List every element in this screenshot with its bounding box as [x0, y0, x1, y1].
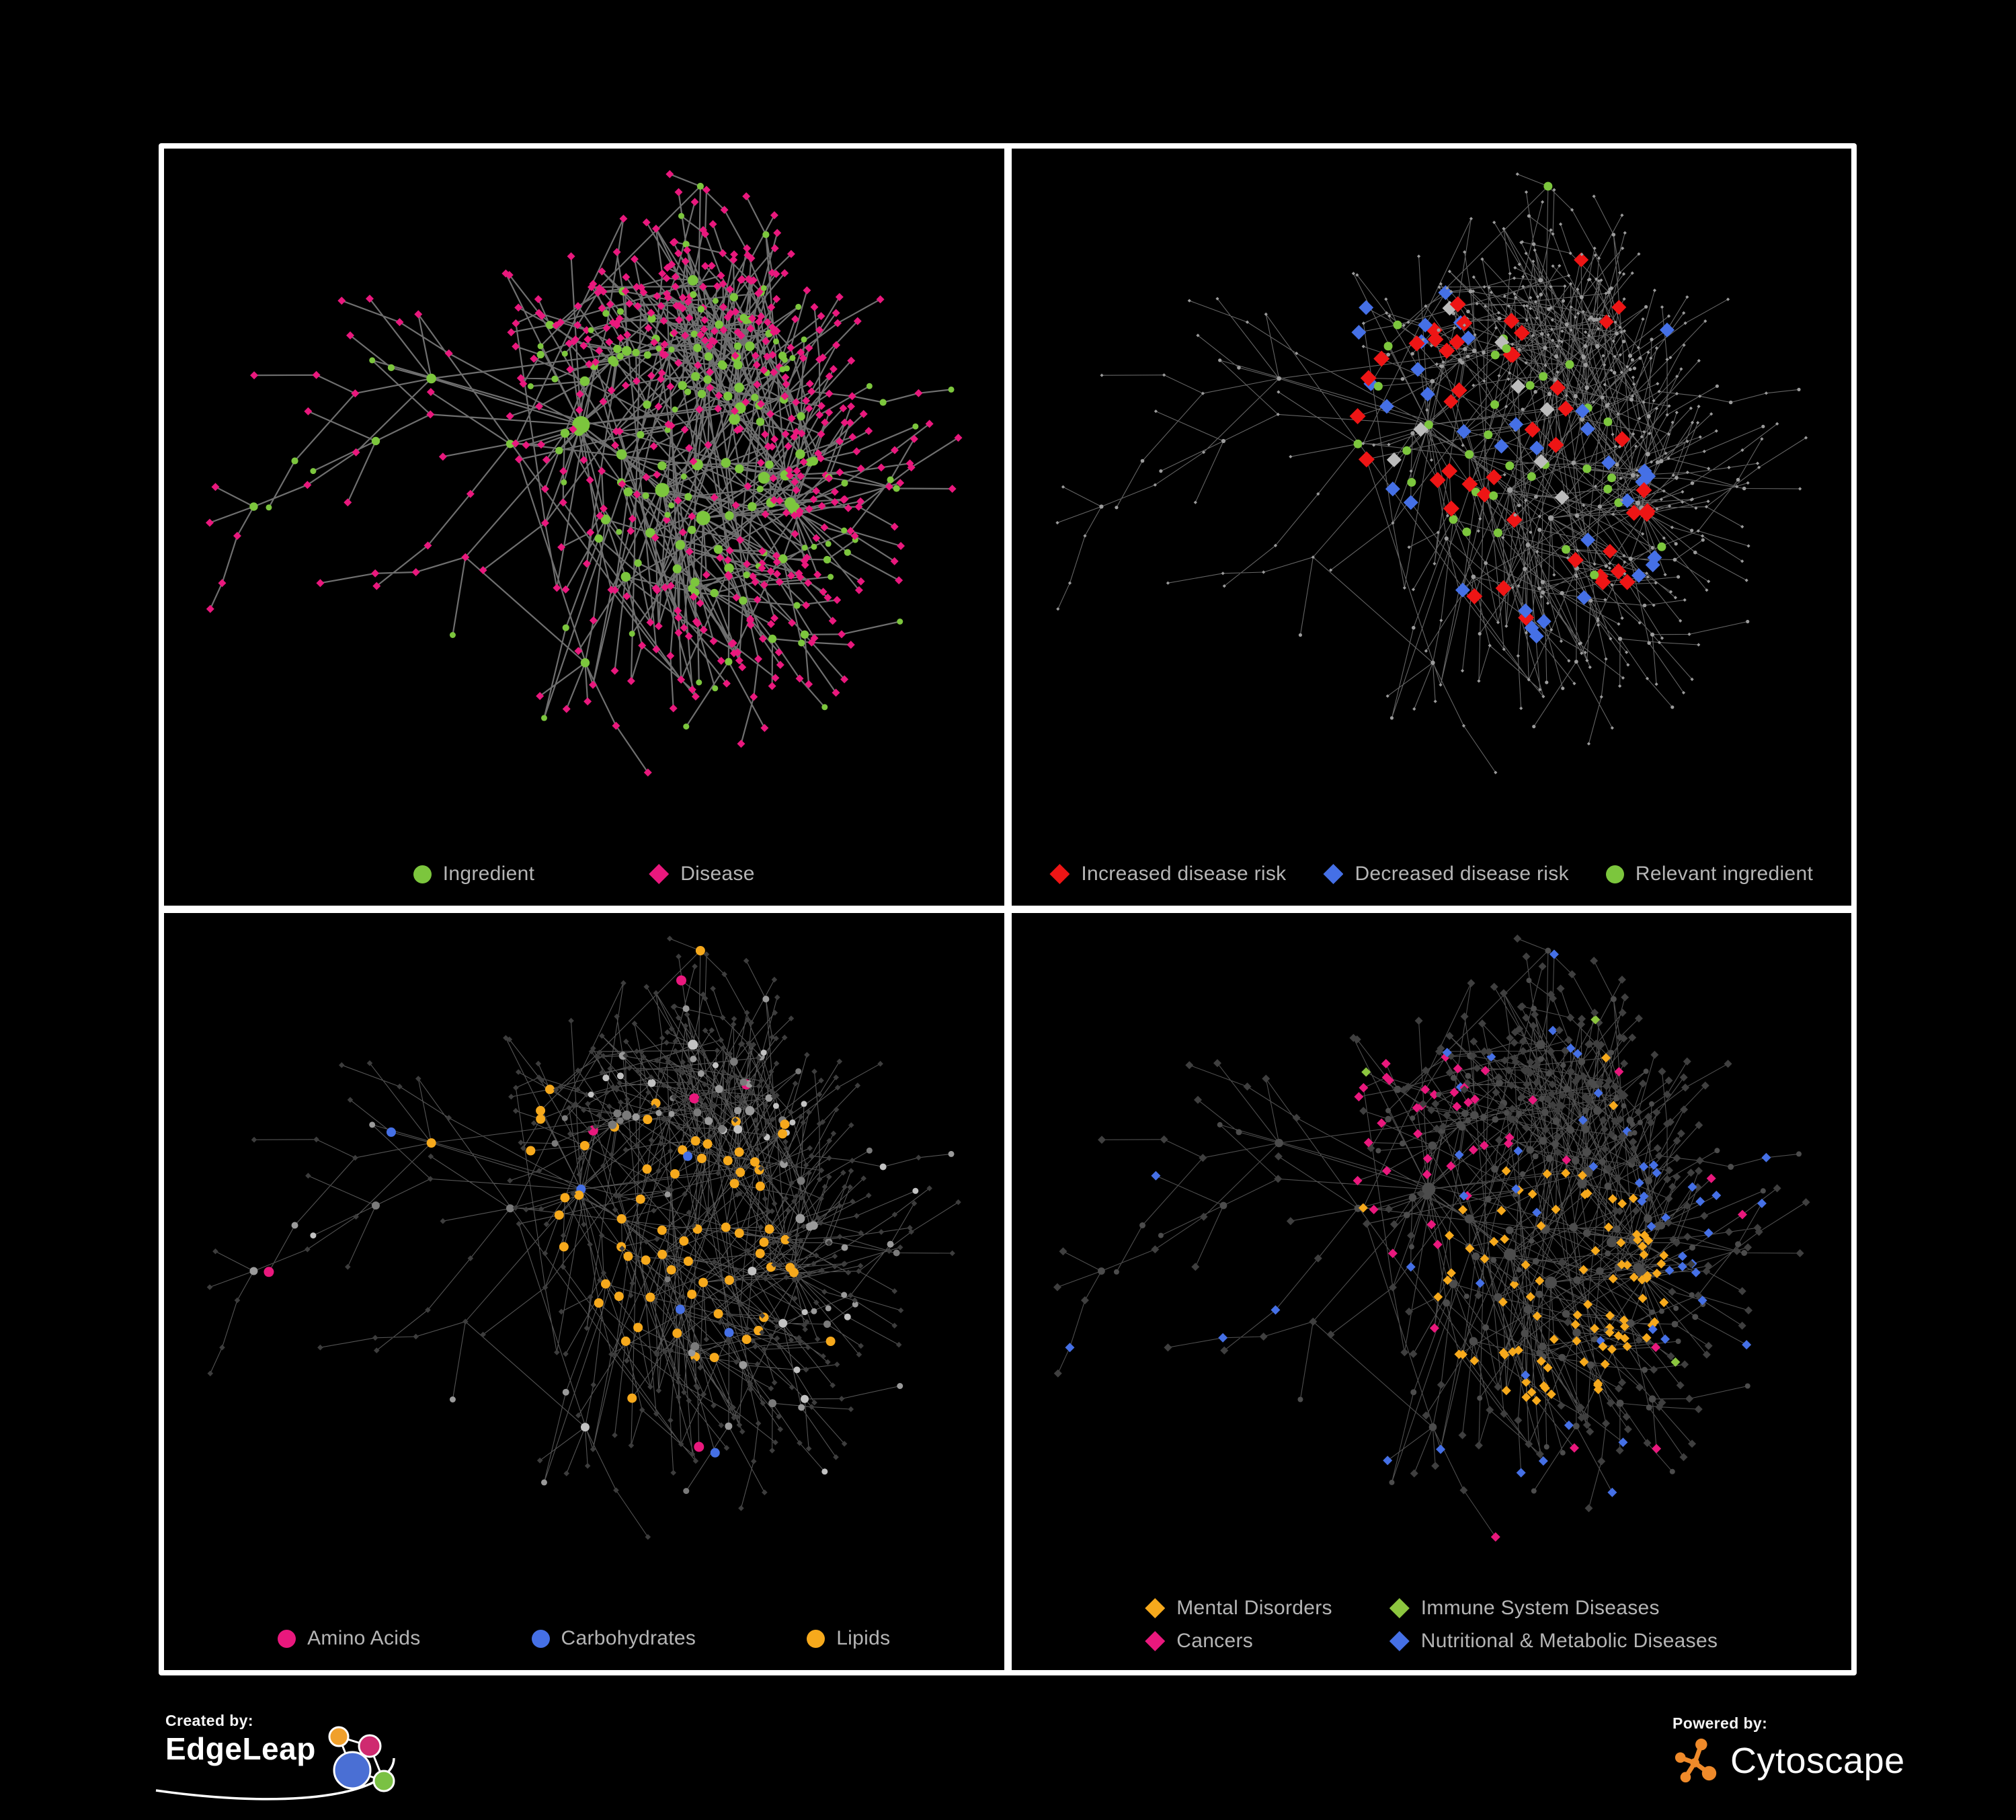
- created-by-label: Created by:: [165, 1712, 253, 1729]
- carbohydrates-circle-icon: [531, 1629, 550, 1648]
- ingredient-disease-network: [205, 170, 963, 777]
- legend-label-relevant-ingredient: Relevant ingredient: [1635, 863, 1814, 885]
- disease-diamond-icon: [649, 864, 670, 884]
- disease-risk-network: [1055, 172, 1808, 775]
- legend-item-lipids: Lipids: [807, 1627, 890, 1650]
- panel-disease-risk: Increased disease risk Decreased disease…: [1011, 149, 1852, 906]
- legend-item-mental-disorders: Mental Disorders: [1145, 1597, 1332, 1620]
- mental-disorders-diamond-icon: [1145, 1598, 1166, 1618]
- edgeleap-node-magenta: [358, 1734, 382, 1758]
- lipids-circle-icon: [807, 1629, 825, 1648]
- legend-disease-classes: Mental Disorders Immune System Diseases …: [1012, 1597, 1852, 1653]
- legend-label-carbohydrates: Carbohydrates: [561, 1627, 696, 1649]
- legend-item-ingredient: Ingredient: [413, 863, 534, 885]
- edgeleap-swoosh: [155, 1757, 395, 1801]
- relevant-ingredient-circle-icon: [1605, 865, 1624, 883]
- legend-label-ingredient: Ingredient: [442, 863, 535, 885]
- legend-ingredient-disease: Ingredient Disease: [164, 863, 1004, 885]
- ingredient-circle-icon: [413, 865, 432, 883]
- legend-label-lipids: Lipids: [836, 1627, 891, 1649]
- edgeleap-logo-icon: [155, 1726, 395, 1801]
- edgeleap-wordmark: EdgeLeap: [165, 1731, 316, 1766]
- legend-label-disease: Disease: [680, 863, 755, 885]
- cancers-diamond-icon: [1145, 1631, 1166, 1651]
- nutrient-classes-network: [206, 935, 961, 1540]
- legend-label-amino-acids: Amino Acids: [307, 1627, 421, 1649]
- legend-label-nutritional-metabolic: Nutritional & Metabolic Diseases: [1420, 1630, 1718, 1652]
- legend-label-cancers: Cancers: [1176, 1630, 1254, 1652]
- legend-item-carbohydrates: Carbohydrates: [531, 1627, 696, 1650]
- legend-item-cancers: Cancers: [1145, 1630, 1332, 1653]
- panels-grid: Ingredient Disease Increased disease ris…: [159, 143, 1857, 1675]
- edgeleap-node-green: [372, 1770, 395, 1792]
- panel-ingredient-disease: Ingredient Disease: [164, 149, 1004, 906]
- cytoscape-logo-icon: [1675, 1738, 1717, 1783]
- powered-by-label: Powered by:: [1672, 1714, 1768, 1732]
- panel-nutrient-classes: Amino Acids Carbohydrates Lipids: [164, 913, 1004, 1670]
- legend-item-decreased-risk: Decreased disease risk: [1323, 863, 1569, 885]
- edgeleap-node-orange: [328, 1726, 350, 1747]
- legend-label-mental-disorders: Mental Disorders: [1176, 1597, 1332, 1619]
- legend-disease-risk: Increased disease risk Decreased disease…: [1012, 863, 1852, 885]
- cytoscape-wordmark: Cytoscape: [1730, 1741, 1905, 1781]
- decreased-risk-diamond-icon: [1323, 864, 1344, 884]
- edgeleap-node-blue: [333, 1751, 372, 1790]
- cytoscape-credit: Powered by: Cytoscape: [1672, 1714, 1905, 1785]
- legend-item-increased-risk: Increased disease risk: [1049, 863, 1286, 885]
- nutritional-metabolic-diamond-icon: [1389, 1631, 1410, 1651]
- footer: Created by: EdgeLeap Powered by:: [0, 1675, 2016, 1820]
- legend-item-disease: Disease: [649, 863, 754, 885]
- legend-item-relevant-ingredient: Relevant ingredient: [1605, 863, 1814, 885]
- legend-item-immune-diseases: Immune System Diseases: [1389, 1597, 1718, 1620]
- legend-label-increased-risk: Increased disease risk: [1081, 863, 1287, 885]
- edgeleap-credit: Created by: EdgeLeap: [155, 1712, 399, 1801]
- panel-disease-classes: Mental Disorders Immune System Diseases …: [1011, 913, 1852, 1670]
- immune-diseases-diamond-icon: [1389, 1598, 1410, 1618]
- legend-label-immune-diseases: Immune System Diseases: [1420, 1597, 1660, 1619]
- amino-acids-circle-icon: [278, 1629, 296, 1648]
- legend-nutrient-classes: Amino Acids Carbohydrates Lipids: [164, 1627, 1004, 1650]
- increased-risk-diamond-icon: [1049, 864, 1070, 884]
- legend-label-decreased-risk: Decreased disease risk: [1355, 863, 1569, 885]
- legend-item-nutritional-metabolic: Nutritional & Metabolic Diseases: [1389, 1630, 1718, 1653]
- disease-classes-network: [1053, 935, 1810, 1542]
- legend-item-amino-acids: Amino Acids: [278, 1627, 420, 1650]
